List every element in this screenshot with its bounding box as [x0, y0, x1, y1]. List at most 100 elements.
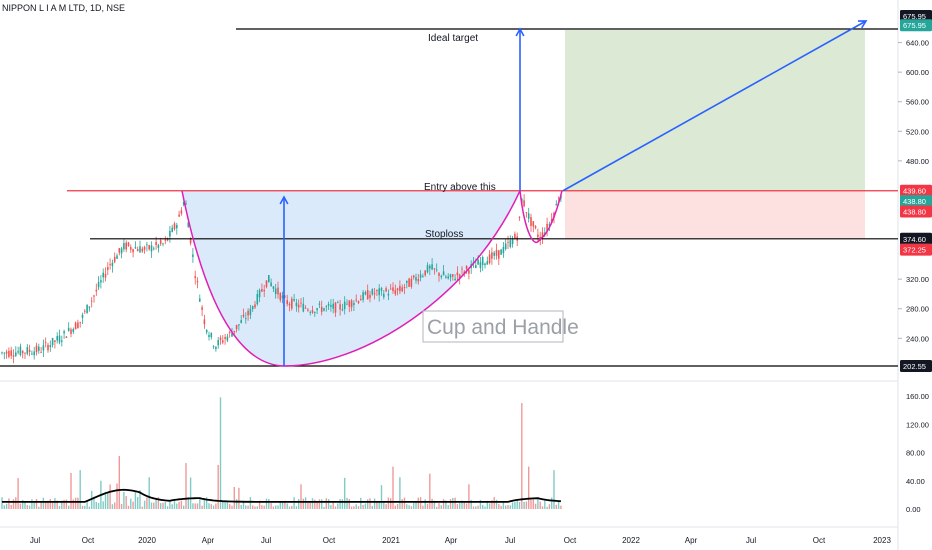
volume-bar [339, 499, 341, 509]
candle-body [231, 332, 233, 337]
volume-bar [318, 499, 321, 509]
price-tick-label: 640.00 [906, 39, 929, 48]
volume-bar [309, 501, 311, 509]
cup-depth-arrow-head [279, 195, 289, 205]
volume-bar [173, 499, 176, 509]
volume-bar [337, 503, 339, 509]
volume-bar [24, 501, 26, 509]
candle-body [130, 247, 132, 250]
volume-bar [459, 503, 461, 509]
candle-body [509, 240, 512, 247]
candle-body [272, 286, 275, 289]
handle-curve[interactable] [519, 190, 563, 244]
volume-bar [240, 504, 242, 509]
entry-label: Entry above this [424, 182, 496, 193]
candle-body [511, 239, 514, 245]
volume-bar [95, 501, 97, 509]
volume-bar [176, 503, 178, 509]
volume-bar [383, 502, 385, 509]
volume-bar [298, 499, 300, 509]
volume-bar [268, 499, 270, 509]
volume-bar [263, 505, 265, 509]
volume-bar [528, 466, 530, 509]
candle-body [247, 310, 249, 316]
volume-bar [417, 497, 419, 509]
volume-bar [233, 487, 235, 509]
candle-body [270, 282, 272, 287]
arrows [279, 20, 868, 366]
candle-body [258, 290, 261, 298]
candle-body [277, 287, 279, 295]
volume-bar [371, 505, 373, 509]
cup-curve[interactable] [181, 190, 521, 367]
candle-body [67, 327, 70, 331]
price-tick-label: 280.00 [906, 305, 929, 314]
volume-bar [548, 504, 551, 509]
candle-body [120, 248, 123, 254]
volume-bar [546, 506, 548, 509]
price-tick-label: 320.00 [906, 275, 929, 284]
price-candles [1, 194, 562, 364]
volume-bar [355, 504, 357, 509]
candle-body [58, 335, 61, 343]
volume-bar [155, 498, 157, 509]
volume-bar [321, 499, 323, 509]
volume-bar [461, 500, 463, 509]
volume-bar [88, 506, 91, 509]
trend-projection-arrow [562, 20, 867, 192]
candle-body [245, 318, 247, 320]
volume-bar [219, 397, 222, 509]
candle-body [24, 352, 26, 354]
price-tag-label: 374.60 [903, 235, 926, 244]
candle-body [284, 296, 286, 298]
candle-body [369, 294, 371, 298]
candle-body [488, 254, 491, 264]
candle-body [196, 281, 199, 283]
volume-bar [293, 497, 295, 509]
volume-bar [475, 506, 477, 509]
time-tick-label: 2020 [138, 536, 156, 545]
volume-bar [470, 499, 472, 509]
candle-body [383, 293, 385, 298]
volume-bar [500, 505, 502, 509]
volume-bar [8, 498, 10, 509]
ideal-target-label: Ideal target [428, 33, 478, 44]
volume-bar [81, 505, 84, 509]
volume-bar [495, 499, 498, 509]
price-tag [900, 19, 932, 32]
volume-bar [226, 501, 229, 509]
time-axis[interactable]: Jul Oct 2020 Apr Jul Oct 2021 Apr Jul Oct 2022 Apr J… [30, 536, 892, 545]
pattern-label-box [422, 310, 564, 343]
volume-bar [199, 498, 201, 509]
time-tick-label: Apr [202, 536, 215, 545]
volume-bar [270, 503, 272, 509]
volume-bar [61, 500, 63, 509]
volume-bar [392, 466, 394, 509]
candle-body [178, 214, 180, 217]
volume-bar [362, 504, 364, 509]
candle-body [116, 255, 118, 259]
candle-body [143, 247, 146, 250]
volume-bar [408, 505, 410, 509]
candle-body [410, 278, 413, 287]
volume-bar [539, 501, 541, 509]
candle-body [424, 270, 426, 276]
candle-body [523, 200, 525, 207]
volume-bar [493, 497, 495, 509]
price-tag-label: 438.80 [903, 208, 926, 217]
candle-body [261, 289, 263, 292]
candle-body [297, 304, 300, 308]
price-tag-label: 372.25 [903, 246, 926, 255]
volume-bar [367, 499, 369, 509]
price-axis[interactable]: 640.00 600.00 560.00 520.00 480.00 320.00 280.… [898, 39, 929, 344]
candle-body [534, 226, 537, 228]
candle-body [477, 259, 479, 265]
volume-bar [484, 506, 486, 509]
volume-bar [436, 506, 438, 509]
volume-bar [201, 505, 203, 509]
candle-body [396, 288, 399, 291]
pattern-label: Cup and Handle [427, 316, 579, 339]
candle-body [104, 273, 107, 278]
volume-bar [288, 506, 291, 509]
